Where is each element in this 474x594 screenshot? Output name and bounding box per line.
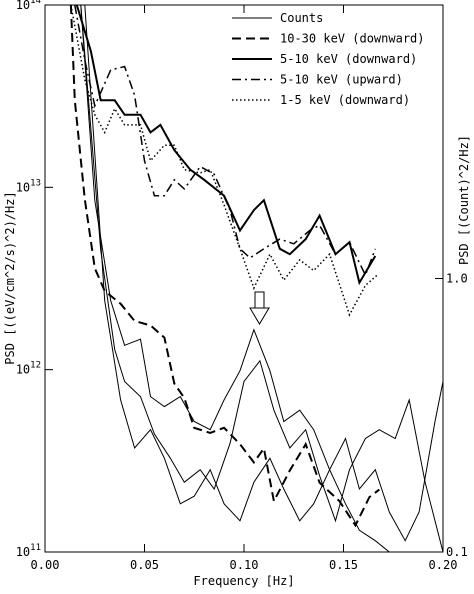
y-tick-label: 1011 [16,543,41,559]
y-tick-base: 10 [16,363,30,377]
y-tick-base: 10 [16,180,30,194]
plot-area [69,5,443,552]
y2-tick-label: 1.0 [446,272,468,286]
y-tick-exp: 11 [30,543,41,553]
y2-axis-label: PSD [(Count)^2/Hz] [457,135,471,265]
y-tick-exp: 13 [30,178,41,188]
x-tick-label: 0.10 [230,558,259,572]
x-axis-label: Frequency [Hz] [193,574,294,588]
series-line [80,5,443,552]
series-line [75,5,377,286]
y-axis-label: PSD [((eV/cm^2/s)^2)/Hz] [3,191,17,364]
y2-tick-label: 0.1 [446,545,468,559]
arrow-annotation [249,291,270,325]
y-tick-label: 1013 [16,178,41,194]
legend-label: 5-10 keV (upward) [280,73,403,87]
y-tick-base: 10 [16,545,30,559]
y-tick-exp: 14 [30,0,41,6]
y-tick-label: 1012 [16,361,41,377]
x-tick-label: 0.00 [31,558,60,572]
series-line [84,5,390,552]
x-tick-label: 0.15 [329,558,358,572]
y-tick-exp: 12 [30,361,41,371]
legend-label: Counts [280,11,323,25]
legend-label: 1-5 keV (downward) [280,93,410,107]
x-tick-label: 0.20 [429,558,458,572]
series-line [74,5,377,278]
series-line [69,5,380,528]
series-line [80,5,443,542]
legend-label: 5-10 keV (downward) [280,52,417,66]
x-tick-label: 0.05 [130,558,159,572]
series-line [70,5,378,317]
y-tick-base: 10 [16,0,30,12]
y-tick-label: 1014 [16,0,41,12]
legend-label: 10-30 keV (downward) [280,32,425,46]
